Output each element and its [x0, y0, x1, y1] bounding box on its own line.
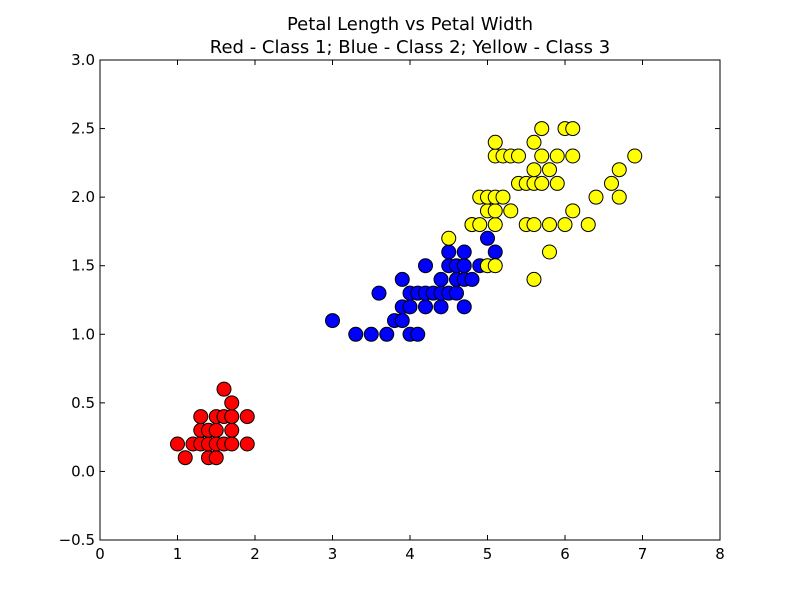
data-point-class-2: [487, 244, 503, 260]
data-point-class-3: [542, 217, 557, 233]
data-point-class-1: [170, 436, 185, 452]
data-point-class-3: [441, 230, 457, 246]
data-point-class-2: [325, 313, 340, 329]
data-point-class-1: [224, 409, 240, 425]
data-point-class-3: [526, 162, 542, 178]
ticks-layer: 0 1 2 3 4 5 6 7 8 −0.5 0.0 0.5 1.0 1.5 2.0 2.5 3.0: [59, 51, 725, 563]
data-point-class-2: [348, 326, 364, 342]
data-point-class-3: [534, 148, 550, 164]
data-point-class-3: [611, 162, 627, 178]
data-point-class-2: [379, 326, 395, 342]
data-point-class-3: [511, 148, 526, 164]
data-point-class-2: [371, 285, 387, 301]
y-tick-label: 0.0: [71, 462, 95, 480]
data-point-class-2: [394, 271, 410, 287]
y-tick-label: 1.5: [71, 257, 95, 275]
data-point-class-3: [549, 148, 565, 164]
data-point-class-3: [627, 148, 643, 164]
points-layer: [170, 121, 643, 466]
chart-subtitle: Red - Class 1; Blue - Class 2; Yellow - …: [210, 37, 610, 58]
data-point-class-1: [239, 409, 255, 425]
x-tick-label: 0: [95, 545, 105, 563]
data-point-class-3: [580, 217, 596, 233]
data-point-class-3: [487, 217, 503, 233]
x-tick-label: 6: [560, 545, 570, 563]
data-point-class-2: [433, 271, 449, 287]
data-point-class-3: [487, 203, 503, 219]
data-point-class-2: [394, 313, 410, 329]
data-point-class-3: [487, 134, 503, 150]
data-point-class-3: [526, 271, 542, 287]
data-point-class-1: [239, 436, 255, 452]
x-tick-label: 1: [173, 545, 183, 563]
y-tick-label: 3.0: [71, 51, 95, 69]
data-point-class-1: [224, 422, 240, 438]
data-point-class-1: [224, 436, 240, 452]
x-tick-label: 4: [405, 545, 415, 563]
data-point-class-1: [224, 395, 240, 411]
data-point-class-3: [604, 175, 619, 191]
data-point-class-3: [526, 134, 542, 150]
data-point-class-3: [542, 244, 557, 260]
data-point-class-1: [216, 381, 232, 397]
data-point-class-3: [534, 121, 550, 137]
y-tick-label: −0.5: [59, 531, 95, 549]
data-point-class-2: [433, 299, 449, 315]
y-tick-label: 1.0: [71, 325, 95, 343]
data-point-class-1: [193, 409, 209, 425]
data-point-class-3: [611, 189, 627, 205]
data-point-class-3: [526, 217, 542, 233]
data-point-class-3: [565, 121, 581, 137]
data-point-class-3: [565, 203, 581, 219]
x-tick-label: 7: [638, 545, 648, 563]
data-point-class-3: [549, 175, 565, 191]
y-tick-label: 0.5: [71, 394, 95, 412]
data-point-class-2: [456, 244, 472, 260]
y-tick-label: 2.0: [71, 188, 95, 206]
data-point-class-2: [480, 230, 495, 246]
chart-title: Petal Length vs Petal Width: [287, 14, 533, 35]
data-point-class-3: [542, 162, 557, 178]
data-point-class-3: [588, 189, 604, 205]
data-point-class-2: [418, 258, 433, 274]
y-tick-label: 2.5: [71, 120, 95, 138]
data-point-class-1: [177, 450, 193, 466]
x-tick-label: 3: [328, 545, 338, 563]
data-point-class-3: [487, 258, 503, 274]
data-point-class-2: [441, 244, 457, 260]
data-point-class-2: [456, 258, 472, 274]
data-point-class-3: [534, 175, 550, 191]
data-point-class-2: [449, 285, 464, 301]
data-point-class-1: [208, 422, 224, 438]
x-tick-label: 8: [715, 545, 725, 563]
data-point-class-2: [464, 271, 480, 287]
data-point-class-1: [208, 450, 224, 466]
data-point-class-2: [363, 326, 379, 342]
data-point-class-2: [410, 326, 426, 342]
x-tick-label: 5: [483, 545, 493, 563]
x-tick-label: 2: [250, 545, 260, 563]
data-point-class-3: [557, 217, 573, 233]
data-point-class-3: [495, 189, 511, 205]
data-point-class-2: [456, 299, 472, 315]
data-point-class-2: [402, 299, 418, 315]
data-point-class-3: [503, 203, 519, 219]
data-point-class-2: [418, 299, 433, 315]
data-point-class-3: [565, 148, 581, 164]
data-point-class-3: [472, 217, 488, 233]
